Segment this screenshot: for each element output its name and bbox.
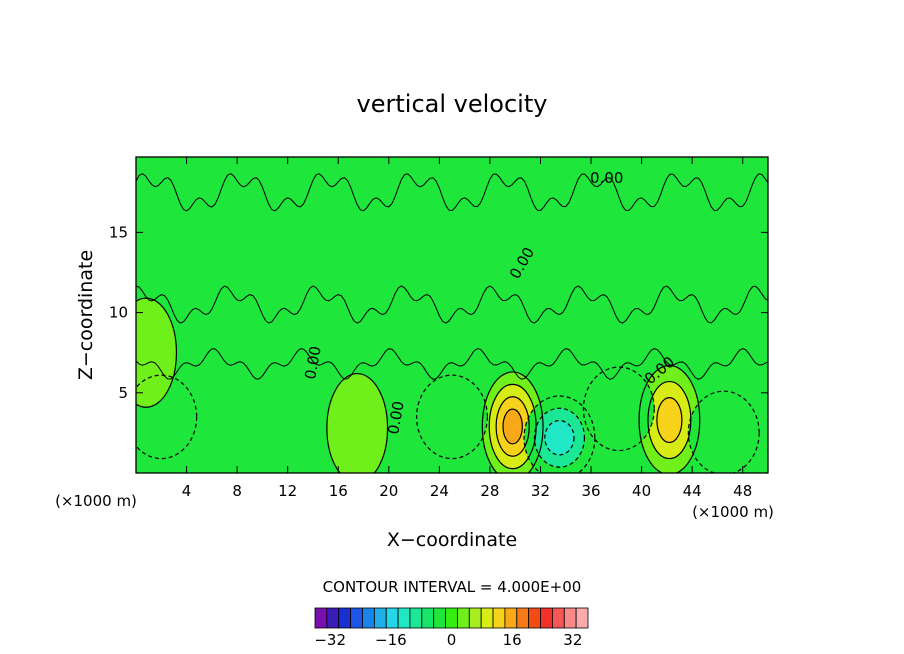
contour-line [656, 397, 683, 444]
colorbar-cell [575, 607, 589, 629]
colorbar-cell [409, 607, 423, 629]
colorbar-cell [350, 607, 363, 629]
contour-line [481, 371, 544, 473]
contour-region [656, 397, 682, 443]
x-tick-label: 16 [329, 482, 348, 500]
contour-label: 0.00 [590, 169, 623, 187]
y-tick-label: 5 [118, 384, 128, 402]
colorbar-cell [551, 607, 565, 629]
contour-label: 0.00 [301, 345, 325, 381]
colorbar-tick-label: 32 [563, 631, 582, 649]
colorbar-tick-label: 16 [503, 631, 522, 649]
contour-lines [136, 173, 768, 473]
x-tick-label: 24 [430, 482, 449, 500]
colorbar-cell [528, 607, 541, 629]
contour-region [583, 367, 655, 451]
x-tick-label: 28 [480, 482, 499, 500]
colorbar-cell [492, 607, 506, 629]
colorbar-cell [563, 607, 577, 629]
colorbar-cell [314, 607, 328, 629]
chart-title: vertical velocity [357, 90, 548, 118]
colorbar-tick-label: −32 [314, 631, 346, 649]
colorbar-cell [362, 607, 375, 629]
contour-line [136, 173, 768, 212]
contour-region [136, 298, 177, 408]
x-tick-label: 40 [632, 482, 651, 500]
y-axis-ticks: 5 10 15 [109, 223, 768, 402]
colorbar-cell [445, 607, 458, 629]
colorbar-cell [540, 607, 553, 629]
colorbar-cell [421, 607, 435, 629]
x-axis-ticks: 4 8 12 16 20 24 28 32 36 40 44 48 [182, 157, 752, 500]
contour-line [582, 366, 655, 452]
x-tick-label: 32 [531, 482, 550, 500]
contour-line [495, 396, 530, 457]
colorbar-cell [480, 607, 494, 629]
x-tick-label: 36 [581, 482, 600, 500]
colorbar-tick-label: −16 [375, 631, 407, 649]
contour-line [488, 383, 537, 470]
x-unit-label-left: (×1000 m) [55, 492, 137, 510]
contour-region [544, 420, 575, 455]
contour-label: 0.00 [384, 400, 408, 436]
colorbar-tick-label: 0 [447, 631, 457, 649]
contour-line [647, 380, 692, 460]
colorbar-cell [468, 607, 482, 629]
contour-interval-label: CONTOUR INTERVAL = 4.000E+00 [323, 578, 582, 596]
contour-line [523, 395, 596, 473]
contour-line [136, 285, 768, 324]
contour-region [416, 375, 488, 459]
x-tick-label: 20 [379, 482, 398, 500]
y-tick-label: 15 [109, 223, 128, 241]
contour-line [416, 374, 488, 460]
colorbar-cell [373, 607, 387, 629]
contour-region [326, 373, 388, 473]
x-tick-label: 4 [182, 482, 192, 500]
x-tick-label: 12 [278, 482, 297, 500]
contour-line [326, 372, 389, 473]
colorbar-cell [385, 607, 399, 629]
y-tick-label: 10 [109, 304, 128, 322]
colorbar-cell [397, 607, 411, 629]
x-tick-label: 44 [683, 482, 702, 500]
colorbar [314, 607, 589, 629]
contour-line [687, 390, 760, 473]
x-unit-label-right: (×1000 m) [692, 503, 774, 521]
colorbar-cell [457, 607, 470, 629]
colorbar-ticks: −32 −16 0 16 32 [314, 631, 582, 649]
colorbar-cell [504, 607, 518, 629]
x-tick-label: 48 [733, 482, 752, 500]
x-tick-label: 8 [232, 482, 242, 500]
contour-line [136, 297, 178, 408]
contour-line [533, 407, 586, 468]
contour-line [638, 364, 701, 473]
colorbar-cell [326, 607, 340, 629]
colorbar-cell [433, 607, 446, 629]
contour-line [136, 347, 768, 380]
y-axis-label: Z−coordinate [75, 250, 97, 380]
colorbar-cell [516, 607, 530, 629]
contour-line [136, 374, 198, 460]
contour-line [544, 419, 575, 456]
plot-frame [135, 156, 769, 474]
x-axis-label: X−coordinate [387, 529, 517, 551]
contour-region [503, 409, 523, 444]
colorbar-cell [338, 607, 352, 629]
contour-region [688, 391, 760, 473]
contour-line [502, 408, 523, 445]
